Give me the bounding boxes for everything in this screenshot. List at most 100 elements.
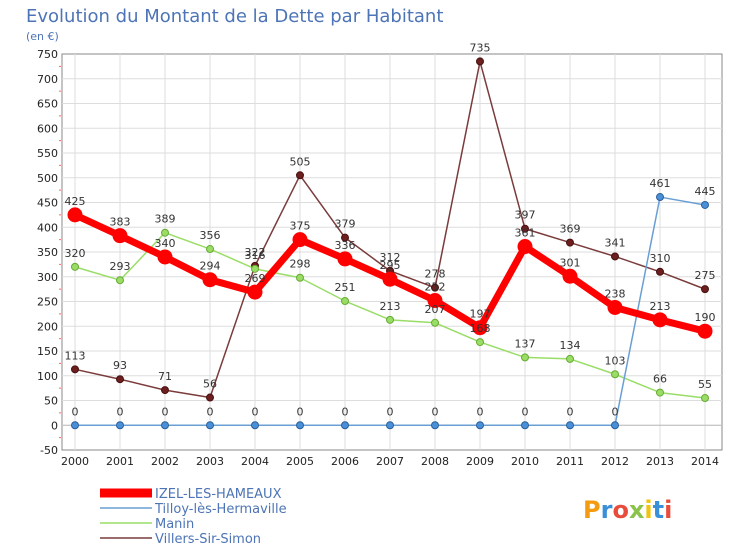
data-label: 0 bbox=[342, 405, 349, 418]
data-point bbox=[116, 375, 124, 384]
data-point bbox=[656, 267, 664, 276]
data-point bbox=[341, 233, 349, 242]
data-label: 278 bbox=[425, 268, 446, 281]
data-point bbox=[206, 245, 214, 254]
data-label: 316 bbox=[245, 249, 266, 262]
data-point bbox=[251, 264, 259, 273]
data-point bbox=[431, 421, 439, 430]
data-label: 356 bbox=[200, 229, 221, 242]
y-tick-label: 750 bbox=[37, 48, 58, 61]
legend-label: Manin bbox=[155, 517, 194, 532]
data-label: 0 bbox=[477, 405, 484, 418]
data-point bbox=[476, 421, 484, 430]
data-label: 0 bbox=[297, 405, 304, 418]
data-label: 103 bbox=[605, 354, 626, 367]
y-tick-label: 600 bbox=[37, 122, 58, 135]
y-tick-label: 50 bbox=[44, 395, 58, 408]
data-point bbox=[476, 57, 484, 66]
data-point bbox=[611, 370, 619, 379]
data-label: 294 bbox=[200, 260, 221, 273]
data-labels: 113 93 71 56 322 505 379 312 278 735 397 369 341 310 2… bbox=[65, 41, 716, 418]
data-label: 295 bbox=[380, 259, 401, 272]
data-point bbox=[296, 171, 304, 180]
data-label: 0 bbox=[612, 405, 619, 418]
y-tick-label: 250 bbox=[37, 296, 58, 309]
data-point bbox=[607, 299, 623, 315]
legend-label: IZEL-LES-HAMEAUX bbox=[155, 487, 282, 502]
data-point bbox=[206, 393, 214, 402]
data-label: 336 bbox=[335, 239, 356, 252]
data-point bbox=[386, 421, 394, 430]
brand-letter: i bbox=[644, 496, 652, 524]
x-tick-label: 2007 bbox=[376, 455, 404, 468]
x-tick-label: 2014 bbox=[691, 455, 719, 468]
brand-letter: i bbox=[664, 496, 672, 524]
data-label: 0 bbox=[567, 405, 574, 418]
data-point bbox=[161, 421, 169, 430]
data-point bbox=[611, 421, 619, 430]
y-tick-label: 0 bbox=[51, 419, 58, 432]
data-label: 137 bbox=[515, 337, 536, 350]
data-label: 361 bbox=[515, 227, 536, 240]
data-label: 190 bbox=[695, 311, 716, 324]
data-label: 369 bbox=[560, 223, 581, 236]
data-point bbox=[116, 276, 124, 285]
data-label: 168 bbox=[470, 322, 491, 335]
chart-subtitle: (en €) bbox=[26, 30, 59, 43]
x-tick-label: 2010 bbox=[511, 455, 539, 468]
data-label: 397 bbox=[515, 209, 536, 222]
x-tick-label: 2000 bbox=[61, 455, 89, 468]
y-tick-label: 450 bbox=[37, 197, 58, 210]
data-label: 71 bbox=[158, 370, 172, 383]
data-label: 0 bbox=[252, 405, 259, 418]
data-label: 340 bbox=[155, 237, 176, 250]
data-point bbox=[427, 293, 443, 309]
x-tick-label: 2001 bbox=[106, 455, 134, 468]
data-point bbox=[112, 228, 128, 244]
data-point bbox=[562, 268, 578, 284]
series-0 bbox=[67, 207, 713, 339]
data-point bbox=[701, 394, 709, 403]
brand-letter: x bbox=[629, 496, 645, 524]
data-label: 505 bbox=[290, 155, 311, 168]
data-point bbox=[71, 365, 79, 374]
data-point bbox=[382, 271, 398, 287]
data-point bbox=[431, 318, 439, 327]
data-label: 383 bbox=[110, 216, 131, 229]
data-point bbox=[251, 421, 259, 430]
data-point bbox=[431, 283, 439, 292]
data-label: 301 bbox=[560, 256, 581, 269]
data-label: 0 bbox=[387, 405, 394, 418]
data-point bbox=[521, 421, 529, 430]
data-point bbox=[472, 320, 488, 336]
brand-letter: r bbox=[601, 496, 613, 524]
data-label: 320 bbox=[65, 247, 86, 260]
data-label: 55 bbox=[698, 378, 712, 391]
data-label: 461 bbox=[650, 177, 671, 190]
y-tick-label: 350 bbox=[37, 246, 58, 259]
data-point bbox=[341, 297, 349, 306]
brand-text: Proxiti bbox=[583, 496, 672, 524]
y-tick-label: 400 bbox=[37, 221, 58, 234]
y-tick-label: 650 bbox=[37, 98, 58, 111]
series-layer: 113 93 71 56 322 505 379 312 278 735 397 369 341 310 2… bbox=[65, 41, 716, 430]
data-point bbox=[701, 285, 709, 294]
data-label: 134 bbox=[560, 339, 581, 352]
x-tick-label: 2002 bbox=[151, 455, 179, 468]
x-tick-label: 2009 bbox=[466, 455, 494, 468]
series-1 bbox=[71, 193, 709, 430]
x-tick-label: 2008 bbox=[421, 455, 449, 468]
data-point bbox=[161, 386, 169, 395]
data-point bbox=[476, 338, 484, 347]
data-label: 445 bbox=[695, 185, 716, 198]
y-tick-label: 550 bbox=[37, 147, 58, 160]
data-point bbox=[247, 284, 263, 300]
data-label: 322 bbox=[245, 246, 266, 259]
data-point bbox=[161, 228, 169, 237]
y-tick-label: -50 bbox=[40, 444, 58, 457]
data-point bbox=[656, 193, 664, 202]
data-label: 298 bbox=[290, 258, 311, 271]
data-label: 56 bbox=[203, 378, 217, 391]
data-label: 0 bbox=[522, 405, 529, 418]
y-tick-label: 100 bbox=[37, 370, 58, 383]
